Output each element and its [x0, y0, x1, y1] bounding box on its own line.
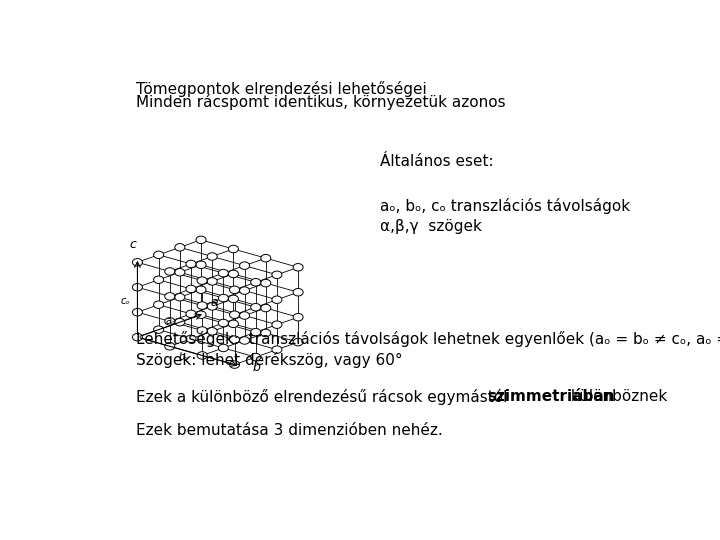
Circle shape [251, 279, 261, 286]
Circle shape [175, 268, 185, 276]
Circle shape [197, 302, 207, 309]
Text: különböznek: különböznek [566, 389, 667, 404]
Circle shape [207, 278, 217, 285]
Circle shape [153, 251, 163, 259]
Circle shape [228, 245, 238, 253]
Circle shape [293, 264, 303, 271]
Circle shape [153, 326, 163, 333]
Circle shape [240, 312, 250, 319]
Text: aₒ: aₒ [165, 316, 175, 326]
Circle shape [165, 268, 175, 275]
Circle shape [197, 327, 207, 334]
Circle shape [261, 305, 271, 312]
Circle shape [272, 271, 282, 279]
Text: Minden rácspomt identikus, környezetük azonos: Minden rácspomt identikus, környezetük a… [136, 94, 505, 110]
Circle shape [251, 353, 261, 361]
Circle shape [251, 328, 261, 336]
Circle shape [196, 286, 206, 294]
Circle shape [196, 311, 206, 319]
Circle shape [218, 319, 228, 327]
Circle shape [165, 318, 175, 325]
Circle shape [175, 319, 185, 326]
Circle shape [186, 260, 196, 268]
Text: b: b [253, 361, 261, 374]
Circle shape [132, 284, 143, 291]
Text: Általános eset:: Általános eset: [380, 154, 494, 169]
Circle shape [165, 342, 175, 350]
Circle shape [196, 261, 206, 268]
Text: c: c [130, 238, 136, 251]
Circle shape [240, 262, 250, 269]
Text: szimmetriában: szimmetriában [487, 389, 614, 404]
Circle shape [175, 244, 185, 251]
Circle shape [293, 288, 303, 296]
Text: Lehetőségek:  transzlációs távolságok lehetnek egyenlőek (aₒ = bₒ ≠ cₒ, aₒ = bₒ : Lehetőségek: transzlációs távolságok leh… [136, 331, 720, 347]
Circle shape [186, 310, 196, 318]
Circle shape [218, 344, 228, 352]
Text: bₒ: bₒ [179, 352, 189, 362]
Text: α,β,γ  szögek: α,β,γ szögek [380, 219, 482, 234]
Circle shape [132, 333, 143, 341]
Circle shape [228, 320, 238, 328]
Text: Tömegpontok elrendezési lehetőségei: Tömegpontok elrendezési lehetőségei [136, 80, 426, 97]
Circle shape [240, 287, 250, 294]
Circle shape [132, 259, 143, 266]
Circle shape [228, 270, 238, 278]
Circle shape [197, 277, 207, 285]
Circle shape [240, 337, 250, 344]
Circle shape [230, 311, 240, 319]
Circle shape [251, 303, 261, 311]
Circle shape [207, 328, 217, 335]
Circle shape [272, 321, 282, 328]
Text: Ezek bemutatása 3 dimenzióben nehéz.: Ezek bemutatása 3 dimenzióben nehéz. [136, 423, 443, 438]
Circle shape [261, 279, 271, 287]
Circle shape [196, 236, 206, 244]
Text: a: a [210, 296, 218, 309]
Circle shape [261, 329, 271, 337]
Circle shape [261, 254, 271, 262]
Circle shape [293, 339, 303, 346]
Circle shape [230, 336, 240, 343]
Circle shape [153, 301, 163, 308]
Circle shape [272, 346, 282, 353]
Circle shape [175, 294, 185, 301]
Circle shape [230, 361, 240, 368]
Circle shape [228, 295, 238, 302]
Circle shape [218, 294, 228, 302]
Circle shape [207, 302, 217, 310]
Circle shape [165, 293, 175, 300]
Text: aₒ, bₒ, cₒ transzlációs távolságok: aₒ, bₒ, cₒ transzlációs távolságok [380, 198, 630, 214]
Circle shape [197, 352, 207, 359]
Circle shape [272, 296, 282, 303]
Text: Ezek a különböző elrendezésű rácsok egymástól: Ezek a különböző elrendezésű rácsok egym… [136, 389, 512, 405]
Circle shape [186, 285, 196, 293]
Circle shape [218, 269, 228, 277]
Circle shape [153, 276, 163, 284]
Circle shape [207, 253, 217, 260]
Circle shape [132, 308, 143, 316]
Circle shape [293, 313, 303, 321]
Circle shape [230, 286, 240, 294]
Text: cₒ: cₒ [121, 296, 130, 306]
Text: Szögek: lehet derékszög, vagy 60°: Szögek: lehet derékszög, vagy 60° [136, 352, 402, 368]
Circle shape [186, 335, 196, 342]
